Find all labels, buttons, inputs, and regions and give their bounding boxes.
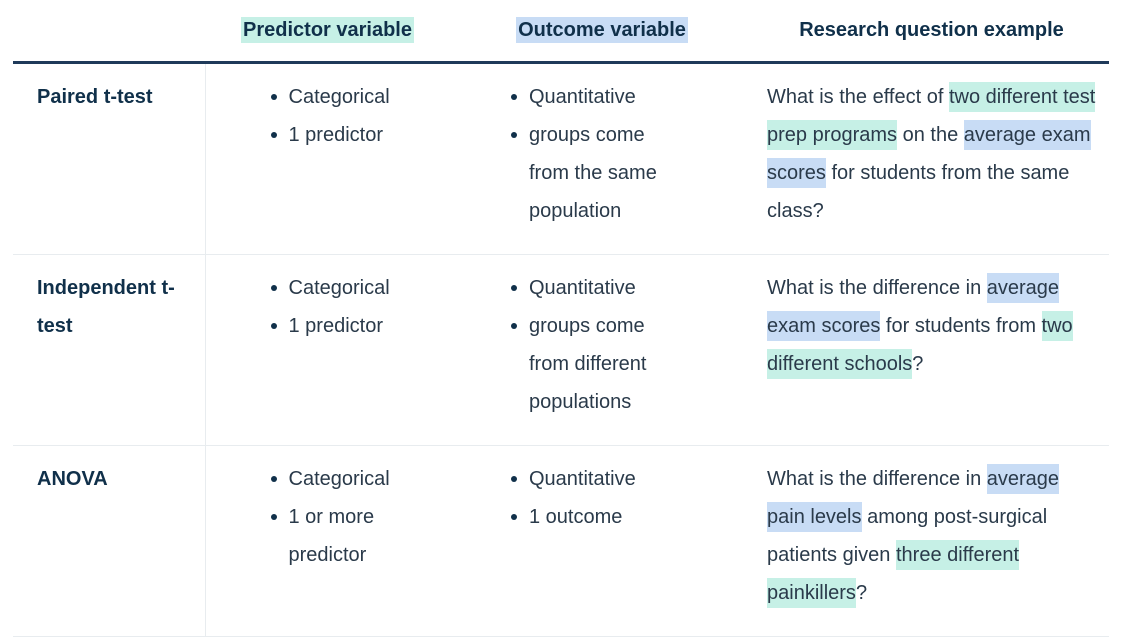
header-predictor-label: Predictor variable [241, 17, 414, 43]
list-item: Quantitative [509, 269, 669, 307]
header-research-question-label: Research question example [799, 19, 1064, 41]
row-predictor-cell: Categorical 1 predictor [205, 63, 450, 255]
research-question-text: What is the difference in average exam s… [754, 269, 1109, 383]
list-item: Quantitative [509, 460, 754, 498]
row-question-cell: What is the effect of two different test… [754, 63, 1109, 255]
row-test-name-label: Independent t-test [37, 277, 175, 337]
question-text: for students from [880, 315, 1042, 337]
table-body: Paired t-test Categorical 1 predictor Qu… [13, 62, 1109, 637]
row-test-name: Independent t-test [13, 254, 206, 446]
header-outcome-label: Outcome variable [516, 17, 688, 43]
list-item: Categorical [269, 78, 451, 116]
question-text: What is the difference in [767, 468, 987, 490]
row-question-cell: What is the difference in average exam s… [754, 255, 1109, 446]
row-outcome-cell: Quantitative groups come from different … [450, 255, 754, 446]
table-header: Predictor variable Outcome variable Rese… [13, 0, 1109, 64]
outcome-list: Quantitative groups come from different … [509, 269, 669, 421]
research-question-text: What is the difference in average pain l… [754, 460, 1109, 612]
predictor-list: Categorical 1 predictor [269, 269, 451, 345]
question-text: What is the difference in [767, 277, 987, 299]
list-item: groups come from the same population [509, 116, 669, 230]
row-outcome-cell: Quantitative groups come from the same p… [450, 63, 754, 255]
list-item: groups come from different populations [509, 307, 669, 421]
list-item: Categorical [269, 460, 399, 498]
header-outcome-variable: Outcome variable [450, 0, 754, 64]
list-item: 1 outcome [509, 498, 754, 536]
outcome-list: Quantitative 1 outcome [509, 460, 754, 536]
list-item: Quantitative [509, 78, 669, 116]
row-outcome-cell: Quantitative 1 outcome [450, 446, 754, 637]
row-question-cell: What is the difference in average pain l… [754, 446, 1109, 637]
question-text: among post-surgical patients given [767, 506, 1048, 566]
outcome-list: Quantitative groups come from the same p… [509, 78, 669, 230]
table-row: ANOVA Categorical 1 or more predictor Qu… [13, 445, 1109, 637]
table-row: Paired t-test Categorical 1 predictor Qu… [13, 62, 1109, 255]
question-text: on the [897, 124, 964, 146]
header-row: Predictor variable Outcome variable Rese… [13, 0, 1109, 64]
row-test-name: ANOVA [13, 445, 206, 637]
list-item: 1 predictor [269, 307, 451, 345]
row-predictor-cell: Categorical 1 or more predictor [205, 446, 450, 637]
row-predictor-cell: Categorical 1 predictor [205, 255, 450, 446]
predictor-list: Categorical 1 predictor [269, 78, 451, 154]
question-text: ? [912, 353, 924, 375]
row-test-name: Paired t-test [13, 62, 206, 255]
header-predictor-variable: Predictor variable [205, 0, 450, 64]
question-text: What is the effect of [767, 86, 949, 108]
comparison-table-wrapper: Predictor variable Outcome variable Rese… [13, 0, 1109, 637]
list-item: 1 predictor [269, 116, 451, 154]
header-empty-cell [13, 0, 205, 64]
list-item: Categorical [269, 269, 451, 307]
statistical-tests-table: Predictor variable Outcome variable Rese… [13, 0, 1109, 637]
table-row: Independent t-test Categorical 1 predict… [13, 254, 1109, 446]
question-text: for students from the same class? [767, 162, 1070, 222]
list-item: 1 or more predictor [269, 498, 399, 574]
question-text: ? [855, 582, 868, 604]
header-research-question: Research question example [754, 0, 1109, 64]
research-question-text: What is the effect of two different test… [754, 78, 1109, 230]
predictor-list: Categorical 1 or more predictor [269, 460, 399, 574]
